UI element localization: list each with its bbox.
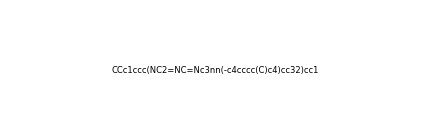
Text: CCc1ccc(NC2=NC=Nc3nn(-c4cccc(C)c4)cc32)cc1: CCc1ccc(NC2=NC=Nc3nn(-c4cccc(C)c4)cc32)c… [111,66,319,74]
